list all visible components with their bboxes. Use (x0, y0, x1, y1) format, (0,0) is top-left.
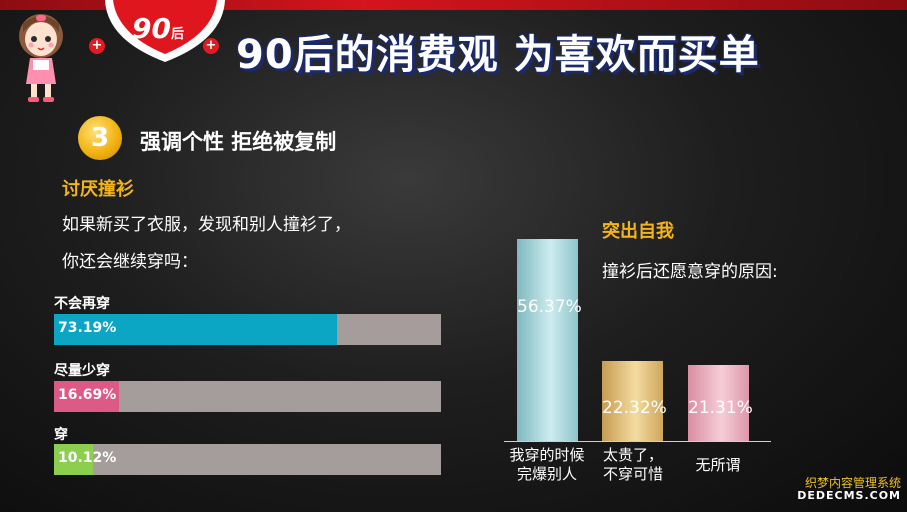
right-subheading: 突出自我 (602, 221, 674, 242)
badge-shape-icon (105, 0, 225, 62)
header-red-band (0, 0, 907, 10)
plus-icon-right: + (203, 38, 219, 54)
section-title: 强调个性 拒绝被复制 (140, 130, 337, 154)
vbar-value-label: 56.37% (517, 297, 582, 317)
vbar-category-label: 我穿的时候 完爆别人 (509, 446, 585, 483)
badge-number: 90 (132, 12, 171, 45)
hbar-track: 10.12% (54, 444, 441, 475)
left-subheading: 讨厌撞衫 (62, 179, 134, 200)
vbar-baseline (504, 441, 771, 442)
hbar-track: 16.69% (54, 381, 441, 412)
header-bar: 90 后 + + 90后的消费观 为喜欢而买单 (0, 0, 907, 104)
hbar-track: 73.19% (54, 314, 441, 345)
plus-icon-left: + (89, 38, 105, 54)
cartoon-girl-mascot-icon (19, 14, 63, 102)
vbar-category-label: 太贵了， 不穿可惜 (602, 446, 663, 483)
hbar-label: 尽量少穿 (54, 363, 110, 379)
vbar-value-label: 21.31% (688, 397, 753, 418)
section-number-badge: 3 (78, 116, 122, 160)
hbar-fill (54, 444, 94, 475)
vbar: 56.37% (517, 239, 582, 441)
hbar-value-label: 16.69% (58, 387, 117, 403)
hbar-fill (54, 314, 338, 345)
hbar-value-label: 10.12% (58, 450, 117, 466)
watermark-line-1: 织梦内容管理系统 (804, 476, 901, 490)
question-line-1: 如果新买了衣服，发现和别人撞衫了， (62, 215, 351, 235)
watermark-line-2: DEDECMS.COM (797, 489, 901, 502)
hbar-fill (54, 381, 119, 412)
badge-suffix: 后 (171, 27, 185, 42)
question-line-2: 你还会继续穿吗： (62, 252, 198, 272)
hbar-value-label: 73.19% (58, 320, 117, 336)
right-subtitle: 撞衫后还愿意穿的原因: (602, 262, 778, 282)
90s-badge: 90 后 (95, 0, 235, 64)
vbar: 21.31% (688, 364, 753, 441)
hbar-label: 穿 (54, 427, 68, 443)
vbar-category-label: 无所谓 (695, 456, 741, 474)
vbar: 22.32% (602, 361, 667, 441)
vbar-value-label: 22.32% (602, 398, 667, 419)
hbar-label: 不会再穿 (54, 296, 110, 312)
page-title: 90后的消费观 为喜欢而买单 (236, 32, 760, 78)
